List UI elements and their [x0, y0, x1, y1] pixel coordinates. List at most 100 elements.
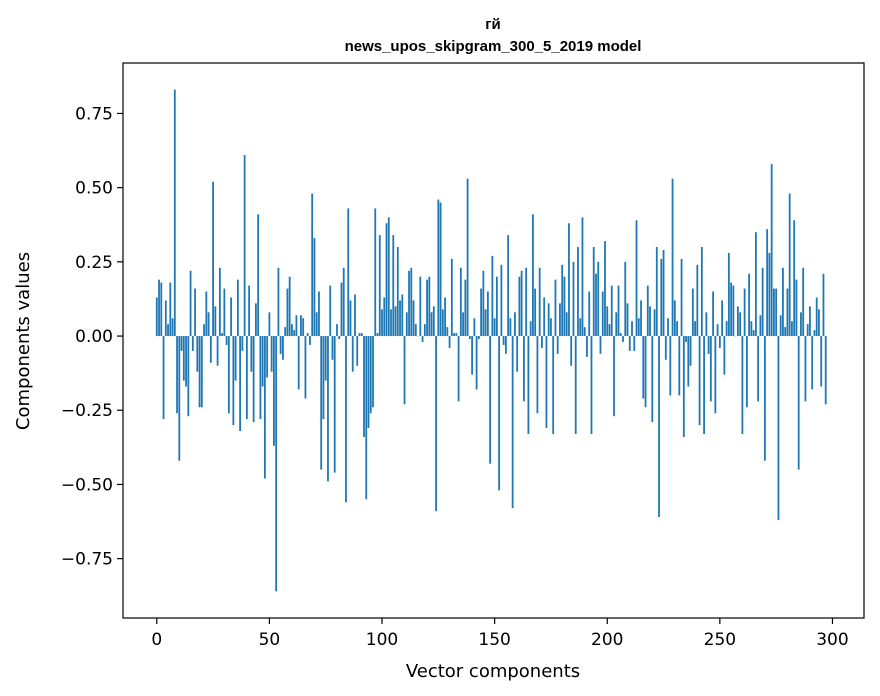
bar-201	[608, 324, 611, 337]
bar-144	[480, 288, 483, 337]
bar-19	[198, 336, 201, 408]
y-tick-label: 0.50	[75, 179, 113, 199]
bar-68	[309, 336, 311, 345]
bar-164	[525, 267, 528, 337]
bar-11	[180, 336, 183, 351]
bar-245	[707, 336, 710, 354]
bar-240	[696, 264, 699, 337]
bar-190	[583, 327, 586, 337]
bar-22	[205, 291, 208, 337]
bar-105	[392, 235, 395, 337]
bar-37	[239, 336, 242, 432]
bar-16	[191, 336, 194, 351]
bar-221	[653, 309, 656, 337]
bar-123	[432, 306, 435, 337]
bar-137	[464, 279, 467, 337]
bar-208	[624, 261, 627, 337]
bar-129	[446, 327, 449, 337]
bar-102	[385, 223, 388, 337]
bar-7	[171, 318, 174, 337]
bar-163	[523, 336, 525, 402]
bar-246	[709, 336, 712, 402]
bar-35	[234, 336, 237, 381]
bar-30	[223, 288, 226, 337]
bar-93	[365, 336, 368, 500]
bar-165	[527, 336, 530, 434]
bar-136	[462, 312, 464, 337]
bar-223	[658, 336, 660, 518]
bar-181	[563, 276, 566, 337]
bar-42	[250, 336, 253, 372]
bar-120	[426, 279, 428, 337]
bar-8	[173, 89, 176, 337]
bar-211	[631, 321, 633, 337]
bar-51	[270, 336, 273, 372]
bar-220	[651, 336, 654, 423]
bar-192	[588, 291, 591, 337]
bar-139	[468, 336, 471, 340]
bar-60	[291, 324, 293, 337]
bar-260	[741, 336, 744, 434]
bar-48	[263, 336, 266, 479]
bar-178	[556, 336, 559, 354]
bar-209	[626, 303, 629, 337]
bar-134	[457, 336, 460, 402]
bar-145	[482, 270, 485, 337]
bar-25	[212, 181, 214, 337]
bar-150	[493, 318, 496, 337]
bar-291	[811, 336, 814, 390]
bar-118	[421, 336, 424, 342]
bar-182	[565, 312, 568, 337]
bar-29	[221, 333, 223, 337]
bar-184	[570, 336, 573, 366]
bar-73	[320, 336, 323, 470]
bar-277	[779, 315, 782, 337]
bar-250	[718, 336, 721, 348]
bar-88	[354, 294, 356, 337]
y-axis-label: Components values	[13, 252, 34, 430]
bar-64	[300, 315, 302, 337]
bar-23	[207, 312, 210, 337]
bar-219	[649, 306, 651, 337]
bar-176	[552, 336, 555, 434]
x-tick-label: 200	[591, 630, 623, 650]
bar-155	[504, 336, 507, 354]
bar-3	[162, 336, 165, 420]
bar-197	[599, 336, 602, 354]
bar-281	[788, 193, 791, 337]
bar-101	[383, 297, 386, 337]
y-tick-label: −0.50	[61, 475, 113, 495]
bar-57	[284, 327, 287, 337]
bar-91	[360, 333, 363, 337]
bar-241	[698, 336, 701, 426]
x-tick-label: 100	[366, 630, 398, 650]
bar-119	[423, 324, 426, 337]
bar-154	[502, 336, 505, 345]
bar-285	[797, 336, 800, 470]
bar-76	[327, 336, 329, 482]
bar-34	[232, 336, 235, 426]
bar-234	[682, 336, 685, 437]
bar-166	[529, 321, 532, 337]
bar-90	[358, 333, 361, 337]
bar-297	[824, 336, 827, 405]
bar-81	[338, 336, 341, 340]
bar-276	[777, 336, 780, 521]
bar-141	[473, 318, 476, 337]
bar-59	[288, 276, 291, 337]
bar-75	[324, 336, 327, 381]
bar-183	[568, 223, 570, 337]
bar-114	[412, 300, 415, 337]
bar-225	[662, 249, 665, 337]
y-tick-label: 0.75	[75, 104, 113, 124]
bar-251	[721, 300, 724, 337]
bar-294	[818, 309, 820, 337]
plot-frame	[122, 62, 865, 619]
bar-85	[347, 208, 350, 337]
bar-243	[703, 336, 705, 434]
bar-86	[349, 300, 352, 337]
bar-194	[592, 247, 595, 337]
bar-61	[293, 330, 296, 337]
bar-242	[700, 247, 703, 337]
bar-252	[723, 336, 726, 375]
